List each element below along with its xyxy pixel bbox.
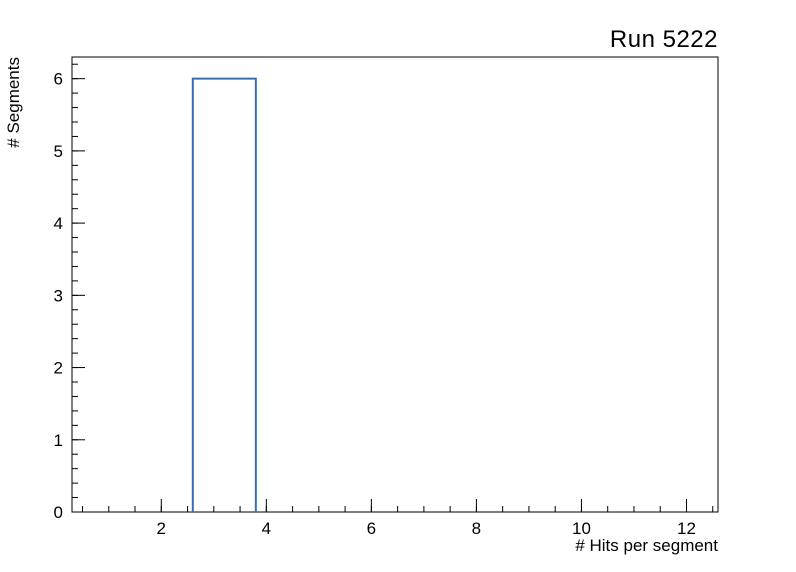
y-tick-label: 5 [54, 142, 63, 161]
y-tick-label: 3 [54, 286, 63, 305]
x-tick-label: 4 [262, 519, 271, 538]
plot-frame [71, 56, 719, 513]
x-tick-label: 2 [157, 519, 166, 538]
x-tick-label: 6 [367, 519, 376, 538]
histogram-bar-outline [191, 77, 257, 512]
y-tick-label: 0 [54, 503, 63, 522]
chart-title: Run 5222 [609, 26, 718, 53]
y-tick-label: 1 [54, 431, 63, 450]
x-axis-label: # Hits per segment [575, 536, 718, 555]
x-tick-label: 10 [572, 519, 591, 538]
y-tick-label: 6 [54, 70, 63, 89]
x-tick-label: 12 [677, 519, 696, 538]
y-tick-label: 4 [54, 214, 63, 233]
x-tick-label: 8 [472, 519, 481, 538]
y-tick-label: 2 [54, 359, 63, 378]
